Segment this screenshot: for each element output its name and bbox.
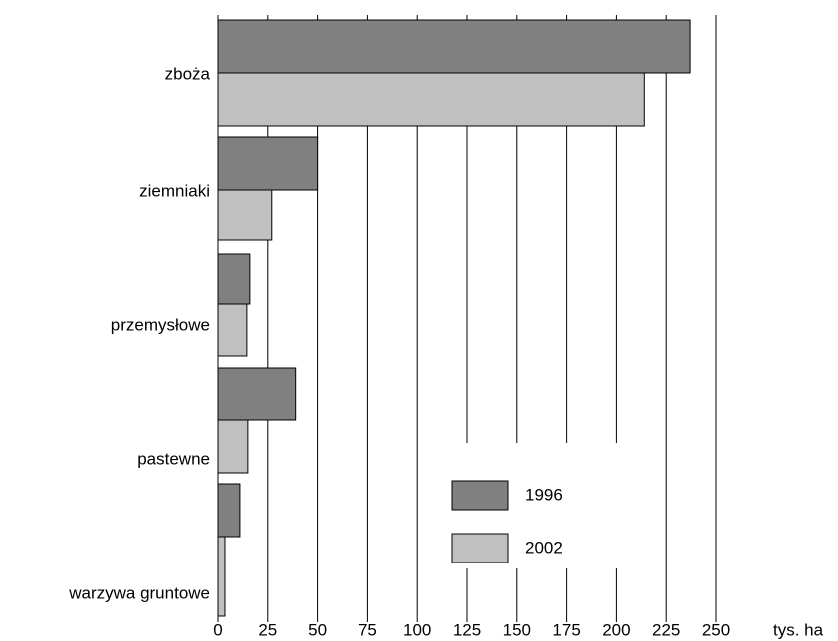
legend-swatch xyxy=(451,533,509,563)
x-tick-label: 225 xyxy=(652,620,680,639)
y-tick-label: zboża xyxy=(165,64,211,83)
x-tick-label: 200 xyxy=(602,620,630,639)
x-tick-label: 50 xyxy=(308,620,327,639)
bar xyxy=(217,253,251,305)
y-tick-label: pastewne xyxy=(137,449,210,468)
legend-label: 1996 xyxy=(525,485,563,504)
legend-label: 2002 xyxy=(525,538,563,557)
bar xyxy=(217,303,248,357)
x-tick-label: 0 xyxy=(213,620,222,639)
bar xyxy=(217,367,297,421)
x-tick-label: 125 xyxy=(453,620,481,639)
bar xyxy=(217,483,241,538)
x-tick-label: 25 xyxy=(258,620,277,639)
bar xyxy=(217,72,645,127)
x-tick-label: 175 xyxy=(552,620,580,639)
x-axis-label: tys. ha xyxy=(773,620,824,639)
bar xyxy=(217,136,319,191)
y-tick-label: ziemniaki xyxy=(139,181,210,200)
y-tick-label: przemysłowe xyxy=(111,315,210,334)
x-tick-label: 150 xyxy=(503,620,531,639)
bar xyxy=(217,419,249,474)
legend-swatch xyxy=(451,480,509,511)
legend: 1996 2002 xyxy=(451,480,563,563)
bar xyxy=(217,536,226,617)
x-tick-label: 75 xyxy=(358,620,377,639)
bar xyxy=(217,19,691,74)
y-tick-label: warzywa gruntowe xyxy=(68,583,210,602)
x-tick-label: 100 xyxy=(403,620,431,639)
bar xyxy=(217,189,273,241)
x-tick-label: 250 xyxy=(702,620,730,639)
